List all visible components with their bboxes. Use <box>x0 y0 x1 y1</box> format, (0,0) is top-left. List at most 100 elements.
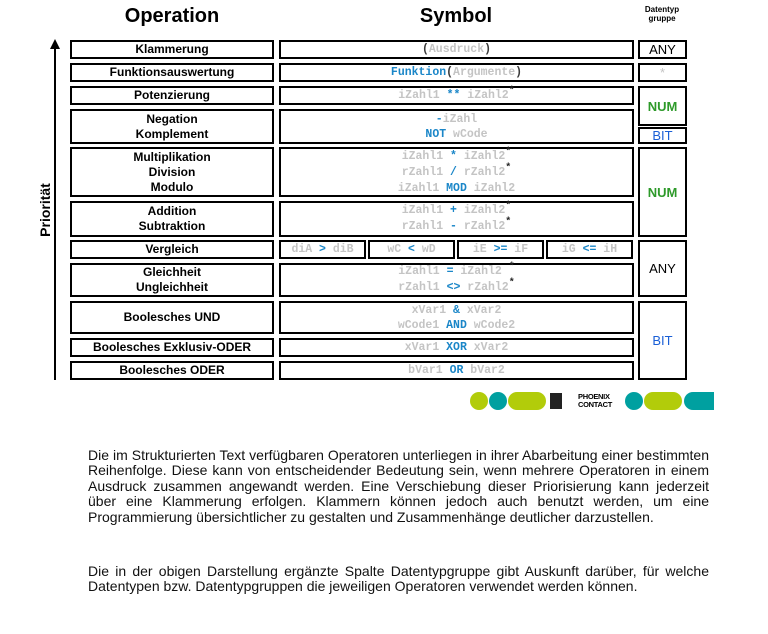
symbol-line: iG <= iH <box>562 242 617 257</box>
type-group-klammer: ANY <box>638 40 687 59</box>
operator: OR <box>449 364 464 377</box>
operation-label: Gleichheit <box>142 265 201 279</box>
operation-label: Multiplikation <box>133 149 211 164</box>
comparison-symbol-cell: diA > diB <box>279 240 366 259</box>
footnote-star: * <box>505 146 512 158</box>
operand: rZahl2 <box>456 220 506 233</box>
operand: iZahl1 <box>398 88 447 102</box>
symbol-cell: iZahl1 * iZahl2* rZahl1 / rZahl2* iZahl1 M… <box>279 147 634 197</box>
operation-label: Klammerung <box>135 42 209 56</box>
symbol-line: bVar1 OR bVar2 <box>408 363 505 378</box>
operation-cell: Klammerung <box>70 40 274 59</box>
footnote-star: * <box>508 278 515 289</box>
operation-label: Boolesches ODER <box>119 363 225 377</box>
priority-label: Priorität <box>37 183 53 237</box>
operation-cell: Vergleich <box>70 240 274 259</box>
operator: + <box>450 204 457 217</box>
symbol-line: (Ausdruck) <box>422 42 491 57</box>
operator: AND <box>446 318 467 332</box>
operator: MOD <box>446 181 467 195</box>
operand: iZahl2 <box>456 149 506 163</box>
operand: diA <box>291 243 320 256</box>
operand: bVar2 <box>463 364 505 377</box>
symbol-line: diA > diB <box>291 242 353 257</box>
type-group-komplement: BIT <box>638 127 687 144</box>
operation-label: Subtraktion <box>138 219 206 233</box>
type-group-vergleich: ANY <box>638 240 687 297</box>
symbol-line: rZahl1 / rZahl2* <box>401 162 512 181</box>
symbol-line: xVar1 & xVar2 <box>412 303 502 318</box>
operation-label: Boolesches Exklusiv-ODER <box>92 340 252 354</box>
operation-cell: Boolesches UND <box>70 301 274 334</box>
operator: XOR <box>446 341 467 354</box>
operand: iZahl2 <box>453 265 509 278</box>
footnote-star: * <box>505 217 512 228</box>
symbol-line: iZahl1 * iZahl2* <box>402 146 512 165</box>
operand: xVar1 <box>404 341 447 354</box>
operand: wD <box>414 243 436 256</box>
operand: iH <box>596 243 618 256</box>
operand: rZahl1 <box>401 165 451 179</box>
operation-label: Addition <box>147 204 197 218</box>
priority-arrowhead-icon <box>50 39 60 49</box>
operator: = <box>446 265 454 278</box>
operand: iZahl1 <box>397 181 447 195</box>
footnote-star: * <box>505 162 512 174</box>
operation-cell: Funktionsauswertung <box>70 63 274 82</box>
operator: Funktion <box>390 66 447 79</box>
operation-label: Funktionsauswertung <box>109 65 235 79</box>
priority-arrow-icon <box>54 47 56 380</box>
operand: wCode2 <box>466 318 516 332</box>
symbol-line: rZahl1 - rZahl2* <box>402 217 512 235</box>
operand: bVar1 <box>408 364 450 377</box>
symbol-line: xVar1 XOR xVar2 <box>405 340 509 355</box>
operand: diB <box>325 243 354 256</box>
operation-label: Vergleich <box>145 242 199 256</box>
operand: Ausdruck <box>428 43 485 56</box>
operation-cell: Boolesches ODER <box>70 361 274 380</box>
symbol-line: iE >= iF <box>473 242 528 257</box>
footnote-star: * <box>505 201 512 212</box>
symbol-line: iZahl1 ** iZahl2* <box>398 86 514 104</box>
operand: iZahl1 <box>398 265 447 278</box>
operation-label: Ungleichheit <box>135 280 208 294</box>
operator: <= <box>582 243 597 256</box>
operand: iE <box>472 243 494 256</box>
operand: ( <box>421 43 429 56</box>
type-group-funktion: * <box>638 63 687 82</box>
operand: wCode <box>446 127 488 141</box>
symbol-line: NOT wCode <box>425 127 487 142</box>
symbol-cell: bVar1 OR bVar2 <box>279 361 634 380</box>
operand: ( <box>446 66 454 79</box>
operator: - <box>435 112 443 126</box>
operand: iZahl2 <box>460 88 509 102</box>
operand: iZahl2 <box>466 181 516 195</box>
operand: iF <box>507 243 529 256</box>
operator: * <box>450 149 457 163</box>
header-type: Datentyp gruppe <box>644 5 680 23</box>
operand: iG <box>561 243 583 256</box>
operator: ** <box>446 88 461 102</box>
operand: ) <box>515 66 523 79</box>
operation-cell: Gleichheit Ungleichheit <box>70 263 274 297</box>
operand: iZahl <box>442 112 478 126</box>
operator: <> <box>446 281 461 294</box>
operand: wC <box>387 243 409 256</box>
footnote-star: * <box>508 262 515 273</box>
symbol-cell: iZahl1 + iZahl2* rZahl1 - rZahl2* <box>279 201 634 237</box>
operator: - <box>450 220 457 233</box>
operand: rZahl2 <box>456 165 506 179</box>
operation-cell: Negation Komplement <box>70 109 274 144</box>
header-symbol: Symbol <box>419 5 493 27</box>
symbol-line: wC < wD <box>387 242 435 257</box>
operation-label: Komplement <box>135 126 209 141</box>
operator: >= <box>493 243 508 256</box>
symbol-line: wCode1 AND wCode2 <box>398 318 515 333</box>
operand: wCode1 <box>397 318 447 332</box>
operand: rZahl2 <box>460 281 509 294</box>
comparison-symbol-cell: iG <= iH <box>546 240 633 259</box>
operand: iZahl2 <box>456 204 506 217</box>
operation-cell: Multiplikation Division Modulo <box>70 147 274 197</box>
comparison-symbol-cell: iE >= iF <box>457 240 544 259</box>
operation-label: Potenzierung <box>133 88 210 102</box>
